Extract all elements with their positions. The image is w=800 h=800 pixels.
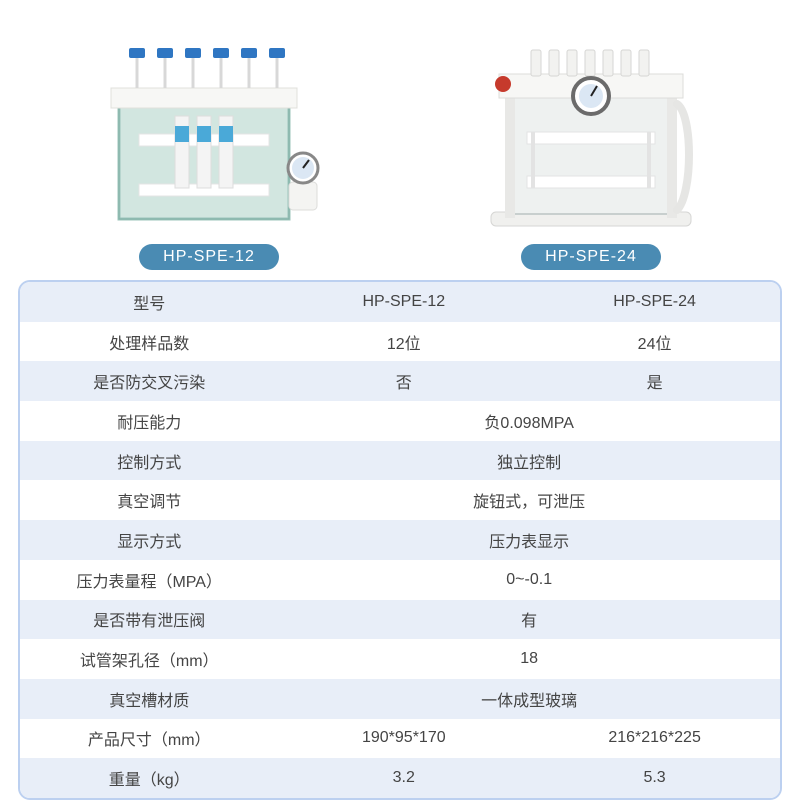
row-label: 真空槽材质 xyxy=(20,687,278,711)
row-value-merged: 压力表显示 xyxy=(278,528,780,552)
table-row: 是否防交叉污染否是 xyxy=(20,361,780,401)
table-row: 压力表量程（MPA）0~-0.1 xyxy=(20,560,780,600)
row-value-a: 190*95*170 xyxy=(278,729,529,747)
row-label: 压力表量程（MPA） xyxy=(20,568,278,592)
row-value-b: 是 xyxy=(529,369,780,393)
row-value-b: 24位 xyxy=(529,330,780,354)
table-row: 控制方式独立控制 xyxy=(20,441,780,481)
table-row: 重量（kg）3.25.3 xyxy=(20,758,780,798)
table-row: 产品尺寸（mm）190*95*170216*216*225 xyxy=(20,719,780,759)
row-value-merged: 18 xyxy=(278,650,780,668)
row-label: 重量（kg） xyxy=(20,766,278,790)
row-label: 是否带有泄压阀 xyxy=(20,607,278,631)
row-label: 处理样品数 xyxy=(20,330,278,354)
product-right: HP-SPE-24 xyxy=(410,18,772,270)
product-badge-right: HP-SPE-24 xyxy=(521,244,661,270)
row-label: 控制方式 xyxy=(20,449,278,473)
table-row: 型号HP-SPE-12HP-SPE-24 xyxy=(20,282,780,322)
row-label: 显示方式 xyxy=(20,528,278,552)
table-row: 试管架孔径（mm）18 xyxy=(20,639,780,679)
row-value-a: 12位 xyxy=(278,330,529,354)
row-label: 真空调节 xyxy=(20,488,278,512)
row-value-a: 否 xyxy=(278,369,529,393)
row-value-merged: 独立控制 xyxy=(278,449,780,473)
row-value-a: 3.2 xyxy=(278,769,529,787)
product-image-spe12 xyxy=(79,34,339,234)
row-value-merged: 有 xyxy=(278,607,780,631)
table-row: 处理样品数12位24位 xyxy=(20,322,780,362)
row-label: 产品尺寸（mm） xyxy=(20,726,278,750)
row-value-b: 216*216*225 xyxy=(529,729,780,747)
row-label: 试管架孔径（mm） xyxy=(20,647,278,671)
row-value-merged: 0~-0.1 xyxy=(278,571,780,589)
table-row: 真空调节旋钮式，可泄压 xyxy=(20,480,780,520)
row-value-merged: 一体成型玻璃 xyxy=(278,687,780,711)
table-row: 显示方式压力表显示 xyxy=(20,520,780,560)
row-value-a: HP-SPE-12 xyxy=(278,293,529,311)
row-value-merged: 负0.098MPA xyxy=(278,409,780,433)
row-label: 是否防交叉污染 xyxy=(20,369,278,393)
product-image-row: HP-SPE-12 xyxy=(0,0,800,270)
table-row: 是否带有泄压阀有 xyxy=(20,600,780,640)
row-label: 耐压能力 xyxy=(20,409,278,433)
spec-table: 型号HP-SPE-12HP-SPE-24处理样品数12位24位是否防交叉污染否是… xyxy=(18,280,782,800)
row-value-merged: 旋钮式，可泄压 xyxy=(278,488,780,512)
row-label: 型号 xyxy=(20,290,278,314)
product-badge-left: HP-SPE-12 xyxy=(139,244,279,270)
row-value-b: 5.3 xyxy=(529,769,780,787)
table-row: 真空槽材质一体成型玻璃 xyxy=(20,679,780,719)
product-left: HP-SPE-12 xyxy=(28,18,390,270)
row-value-b: HP-SPE-24 xyxy=(529,293,780,311)
table-row: 耐压能力负0.098MPA xyxy=(20,401,780,441)
product-image-spe24 xyxy=(461,34,721,234)
